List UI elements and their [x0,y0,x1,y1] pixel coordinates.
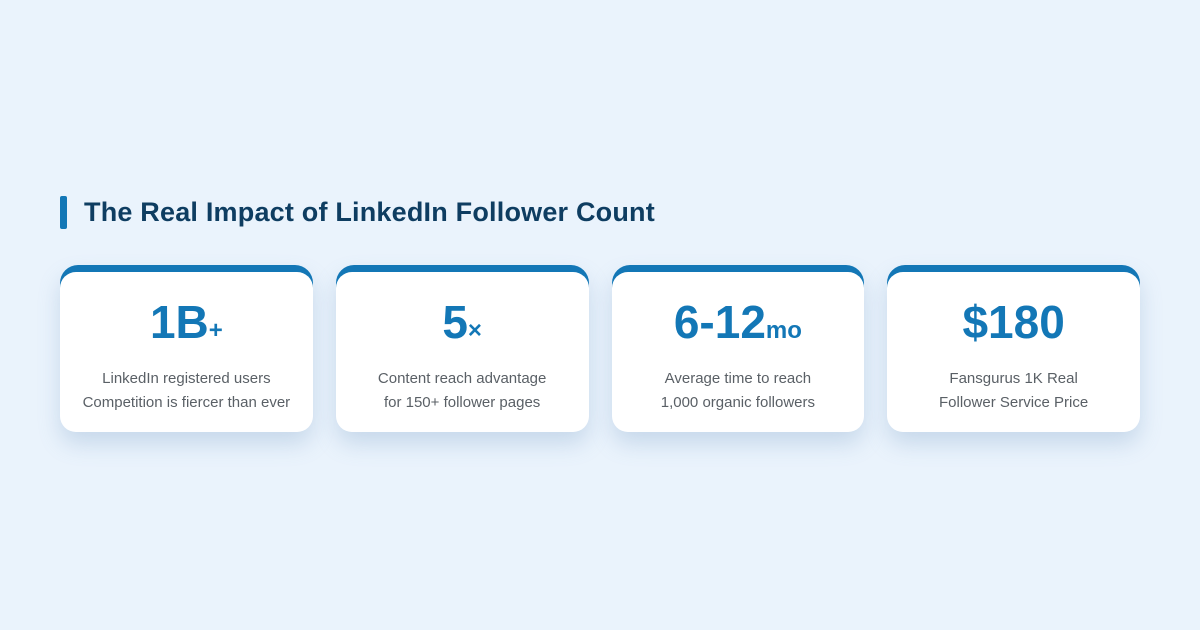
stat-card-registered-users: 1B+ LinkedIn registered users Competitio… [60,265,313,432]
stat-card-service-price: $180 Fansgurus 1K Real Follower Service … [887,265,1140,432]
stat-value: 6-12mo [612,293,865,360]
stat-description-line1: Content reach advantage [377,370,547,387]
stat-number: 5 [442,296,468,348]
stat-description: Average time to reach 1,000 organic foll… [612,367,865,415]
stat-value: 5× [336,293,589,360]
stat-description: Content reach advantage for 150+ followe… [336,367,589,415]
stat-description-line1: LinkedIn registered users [102,370,271,387]
stat-card-time-to-1000: 6-12mo Average time to reach 1,000 organ… [611,265,865,432]
stat-suffix: mo [765,317,802,344]
title-accent-bar [60,196,67,229]
stat-value: $180 [887,293,1140,360]
infographic-content: The Real Impact of LinkedIn Follower Cou… [0,196,1200,432]
stat-card-content-reach: 5× Content reach advantage for 150+ foll… [335,265,589,432]
stat-description: LinkedIn registered users Competition is… [60,367,313,415]
stat-suffix: + [208,317,223,344]
stat-description-line2: Competition is fiercer than ever [82,394,291,411]
stat-description-line2: 1,000 organic followers [660,394,815,411]
stat-number: 6-12 [673,296,766,348]
stat-description: Fansgurus 1K Real Follower Service Price [887,367,1140,415]
stat-description-line2: Follower Service Price [939,394,1089,411]
stat-description-line2: for 150+ follower pages [383,394,541,411]
stat-suffix: × [467,317,482,344]
stat-description-line1: Average time to reach [664,370,812,387]
stat-value: 1B+ [60,293,313,360]
stat-number: $180 [962,296,1065,348]
header: The Real Impact of LinkedIn Follower Cou… [60,196,1140,229]
stat-description-line1: Fansgurus 1K Real [949,370,1078,387]
stat-cards-row: 1B+ LinkedIn registered users Competitio… [60,265,1140,432]
page-title: The Real Impact of LinkedIn Follower Cou… [84,197,655,227]
stat-number: 1B [149,296,209,348]
